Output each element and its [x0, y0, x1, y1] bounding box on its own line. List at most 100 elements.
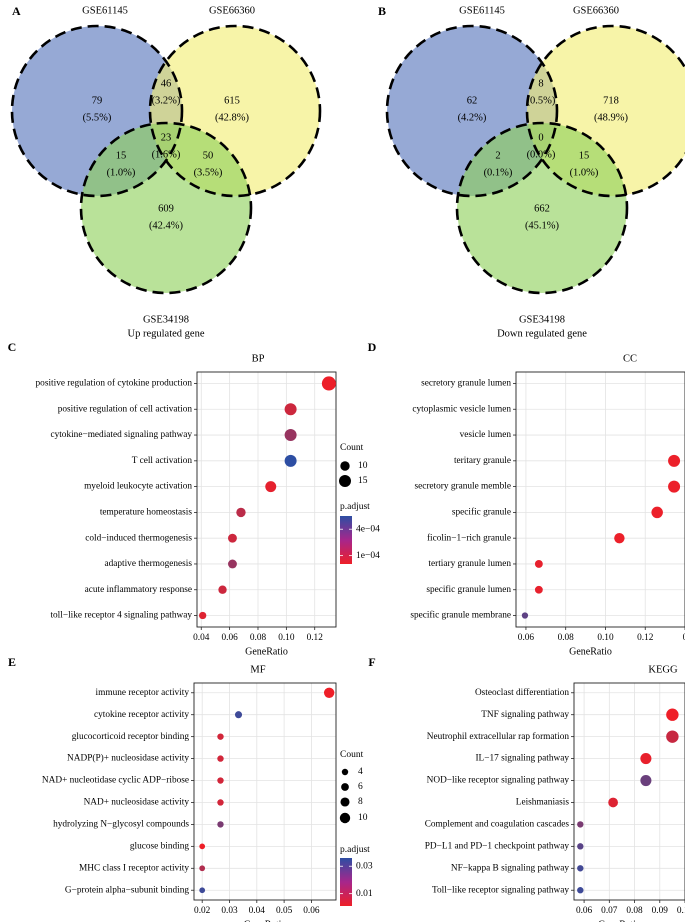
x-tick-label: 0.12	[307, 633, 324, 643]
x-tick-label: 0.02	[194, 906, 211, 916]
legend-size-label: 15	[358, 476, 368, 486]
venn-circle-fill	[81, 123, 251, 293]
data-point	[199, 865, 206, 872]
data-point	[608, 797, 618, 808]
dotplot-E: E MF immune receptor activity cytokine rece…	[8, 655, 373, 922]
dots	[577, 708, 679, 894]
data-point	[218, 585, 227, 594]
y-tick-label: PD−L1 and PD−1 checkpoint pathway	[425, 841, 570, 851]
gridlines	[194, 683, 336, 900]
region-percent: (5.5%)	[83, 112, 112, 123]
y-tick-label: NADP(P)+ nucleosidase activity	[67, 753, 189, 764]
y-tick-label: ficolin−1−rich granule	[427, 532, 511, 543]
colorbar	[340, 858, 352, 906]
data-point	[217, 755, 224, 762]
x-tick-label: 0.08	[250, 633, 267, 643]
legend-size-label: 4	[358, 767, 363, 777]
y-tick-label: myeloid leukocyte activation	[84, 482, 192, 492]
x-tick-label: 0	[683, 633, 685, 643]
dots	[199, 687, 335, 894]
x-tick-label: 0.05	[276, 906, 293, 916]
y-tick-label: MHC class I receptor activity	[79, 863, 189, 873]
panel-label: A	[12, 4, 21, 18]
region-count: 0	[538, 132, 543, 143]
region-percent: (0.1%)	[484, 167, 513, 178]
region-count: 15	[116, 150, 127, 161]
region-percent: (4.2%)	[458, 112, 487, 123]
data-point	[199, 887, 206, 894]
chart-title: BP	[252, 353, 265, 364]
y-tick-label: cytokine−mediated signaling pathway	[50, 430, 192, 440]
x-axis-label: GeneRatio	[569, 646, 612, 657]
legend-size-dot	[339, 475, 351, 487]
data-point	[614, 532, 625, 544]
y-tick-label: IL−17 signaling pathway	[475, 754, 569, 764]
y-tick-label: NF−kappa B signaling pathway	[451, 863, 569, 873]
region-percent: (48.9%)	[594, 112, 629, 123]
region-percent: (1.6%)	[152, 149, 181, 160]
region-percent: (3.2%)	[152, 95, 181, 106]
x-tick-label: 0.06	[518, 633, 535, 643]
y-tick-label: acute inflammatory response	[85, 584, 192, 595]
y-tick-label: hydrolyzing N−glycosyl compounds	[53, 820, 189, 830]
gridlines	[516, 372, 685, 627]
region-count: 15	[579, 150, 590, 161]
data-point	[321, 376, 336, 391]
data-point	[265, 481, 277, 493]
x-tick-label: 0.10	[278, 633, 295, 643]
dotplot-F: F KEGG Osteoclast differentiation TNF signa…	[368, 655, 685, 922]
data-point	[577, 865, 584, 872]
panel-label: B	[378, 4, 386, 18]
set-label: GSE61145	[82, 5, 128, 16]
dotplot-D: D CC secretory granule lumen cytoplasmic ve…	[368, 340, 685, 657]
venn-caption: Up regulated gene	[128, 328, 205, 339]
venn-B: B GSE61145 GSE66360 GSE34198 Down regulated …	[378, 4, 685, 339]
x-tick-label: 0.03	[221, 906, 238, 916]
panel-label: F	[368, 655, 375, 669]
plot-background	[516, 372, 685, 627]
y-tick-label: cytoplasmic vesicle lumen	[412, 404, 511, 414]
data-point	[521, 612, 529, 619]
region-percent: (1.0%)	[107, 167, 136, 178]
x-tick-label: 0.12	[637, 633, 654, 643]
legend-size-dot	[340, 461, 350, 471]
chart-title: KEGG	[648, 664, 678, 675]
set-label: GSE34198	[519, 314, 565, 325]
legend-size-dot	[339, 812, 351, 824]
legend-size-label: 6	[358, 782, 363, 792]
data-point	[640, 753, 652, 765]
x-tick-label: 0.06	[221, 633, 238, 643]
legend-title: p.adjust	[340, 502, 370, 512]
x-tick-label: 0.09	[652, 906, 669, 916]
data-point	[577, 887, 584, 894]
data-point	[534, 585, 543, 594]
y-tick-label: Toll−like receptor signaling pathway	[432, 885, 569, 895]
data-point	[236, 507, 246, 518]
y-tick-label: specific granule membrane	[410, 610, 511, 621]
venn-circle-outline	[455, 121, 629, 295]
data-point	[284, 454, 297, 467]
venn-circle-outline	[79, 121, 253, 295]
region-count: 8	[538, 78, 543, 89]
y-tick-label: Osteoclast differentiation	[475, 687, 569, 698]
y-tick-label: temperature homeostasis	[100, 508, 193, 518]
y-tick-label: tertiary granule lumen	[428, 559, 511, 569]
y-tick-label: Neutrophil extracellular rap formation	[427, 731, 570, 742]
colorbar-label: 0.03	[356, 861, 373, 871]
y-tick-label: toll−like receptor 4 signaling pathway	[50, 611, 192, 621]
plot-background	[574, 683, 685, 900]
data-point	[577, 821, 584, 828]
data-point	[534, 560, 543, 568]
panel-label: E	[8, 655, 16, 669]
region-count: 23	[161, 132, 172, 143]
y-tick-label: Leishmaniasis	[516, 798, 570, 808]
y-tick-label: NOD−like receptor signaling pathway	[427, 776, 570, 786]
plot-background	[194, 683, 336, 900]
plot-border	[573, 682, 685, 901]
region-count: 46	[161, 78, 172, 89]
panel-label: C	[8, 340, 17, 354]
x-tick-label: 0.08	[626, 906, 643, 916]
region-count: 718	[603, 95, 619, 106]
plot-border	[196, 371, 337, 628]
data-point	[217, 777, 224, 784]
